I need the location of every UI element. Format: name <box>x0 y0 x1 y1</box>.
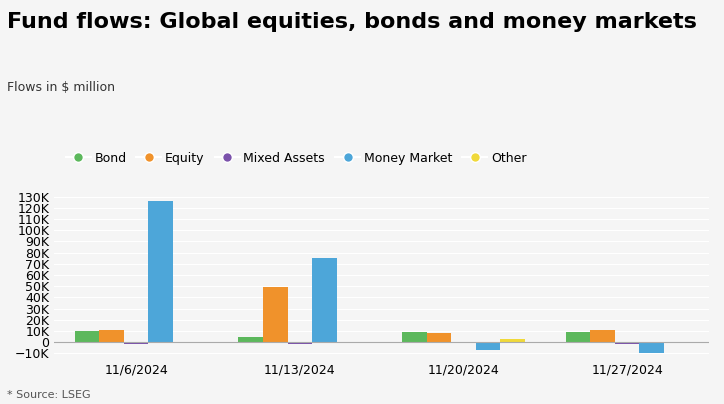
Text: Flows in $ million: Flows in $ million <box>7 81 115 94</box>
Bar <box>99 330 124 342</box>
Bar <box>402 332 426 342</box>
Bar <box>426 332 451 342</box>
Bar <box>287 342 312 344</box>
Bar <box>615 342 639 344</box>
Bar <box>451 342 476 343</box>
Legend: Bond, Equity, Mixed Assets, Money Market, Other: Bond, Equity, Mixed Assets, Money Market… <box>61 147 531 170</box>
Bar <box>312 258 337 342</box>
Text: Fund flows: Global equities, bonds and money markets: Fund flows: Global equities, bonds and m… <box>7 12 697 32</box>
Bar <box>148 201 173 342</box>
Bar <box>639 342 664 354</box>
Bar <box>124 342 148 344</box>
Bar <box>565 332 590 342</box>
Bar <box>263 287 287 342</box>
Bar <box>476 342 500 350</box>
Bar <box>75 331 99 342</box>
Text: * Source: LSEG: * Source: LSEG <box>7 390 91 400</box>
Bar <box>500 339 525 342</box>
Bar <box>590 330 615 342</box>
Bar <box>238 337 263 342</box>
